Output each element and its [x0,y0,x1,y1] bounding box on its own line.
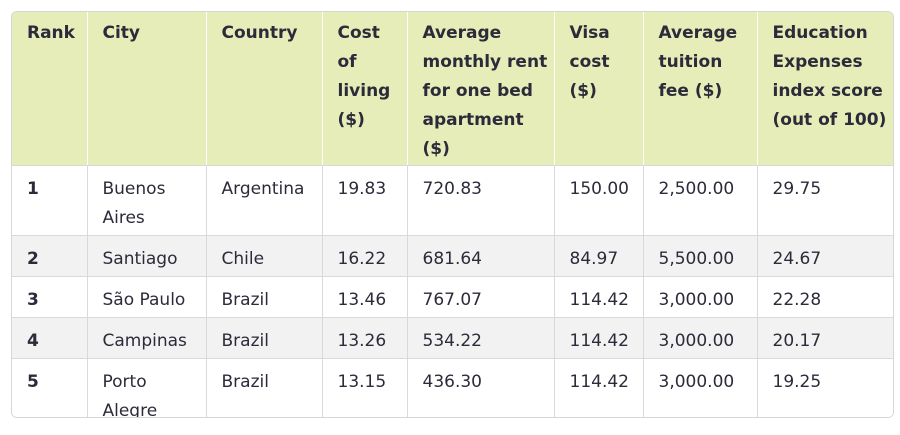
header-visa-cost: Visa cost ($) [554,12,644,166]
cell-visa: 84.97 [554,235,644,277]
cell-tuition: 2,500.00 [643,165,758,236]
cell-score: 24.67 [757,235,893,277]
cell-country: Brazil [206,276,323,318]
cell-tuition: 5,500.00 [643,235,758,277]
header-rank: Rank [12,12,88,166]
cell-rent: 720.83 [407,165,555,236]
cell-cost-of-living: 13.46 [322,276,408,318]
cell-cost-of-living: 16.22 [322,235,408,277]
cell-rent: 767.07 [407,276,555,318]
header-country: Country [206,12,323,166]
cell-country: Brazil [206,317,323,359]
cell-score: 22.28 [757,276,893,318]
cell-cost-of-living: 13.15 [322,358,408,417]
cell-city: Campinas [87,317,207,359]
cell-country: Brazil [206,358,323,417]
table-row: 2 Santiago Chile 16.22 681.64 84.97 5,50… [12,235,893,277]
header-city: City [87,12,207,166]
header-tuition-fee: Average tuition fee ($) [643,12,758,166]
cell-rank: 3 [12,276,88,318]
cell-visa: 150.00 [554,165,644,236]
table-row: 4 Campinas Brazil 13.26 534.22 114.42 3,… [12,317,893,359]
cell-rent: 436.30 [407,358,555,417]
cell-visa: 114.42 [554,358,644,417]
cell-city: Santiago [87,235,207,277]
cell-city: Buenos Aires [87,165,207,236]
cell-rent: 534.22 [407,317,555,359]
cell-city: São Paulo [87,276,207,318]
cell-rent: 681.64 [407,235,555,277]
cell-score: 29.75 [757,165,893,236]
cell-tuition: 3,000.00 [643,317,758,359]
cell-tuition: 3,000.00 [643,358,758,417]
cell-rank: 2 [12,235,88,277]
header-index-score: Education Expenses index score (out of 1… [757,12,893,166]
table-row: 5 Porto Alegre Brazil 13.15 436.30 114.4… [12,358,893,417]
cell-visa: 114.42 [554,276,644,318]
education-expenses-table: Rank City Country Cost of living ($) Ave… [12,12,893,417]
cell-cost-of-living: 13.26 [322,317,408,359]
cell-country: Argentina [206,165,323,236]
cell-tuition: 3,000.00 [643,276,758,318]
cell-visa: 114.42 [554,317,644,359]
cell-city: Porto Alegre [87,358,207,417]
table-row: 1 Buenos Aires Argentina 19.83 720.83 15… [12,165,893,236]
header-cost-of-living: Cost of living ($) [322,12,408,166]
cell-cost-of-living: 19.83 [322,165,408,236]
cell-rank: 4 [12,317,88,359]
cell-score: 20.17 [757,317,893,359]
education-expenses-table-container: Rank City Country Cost of living ($) Ave… [11,11,894,418]
table-row: 3 São Paulo Brazil 13.46 767.07 114.42 3… [12,276,893,318]
cell-rank: 1 [12,165,88,236]
header-row: Rank City Country Cost of living ($) Ave… [12,12,893,166]
header-average-rent: Average monthly rent for one bed apartme… [407,12,555,166]
cell-rank: 5 [12,358,88,417]
table-body: 1 Buenos Aires Argentina 19.83 720.83 15… [12,165,893,417]
cell-country: Chile [206,235,323,277]
cell-score: 19.25 [757,358,893,417]
table-header: Rank City Country Cost of living ($) Ave… [12,12,893,166]
